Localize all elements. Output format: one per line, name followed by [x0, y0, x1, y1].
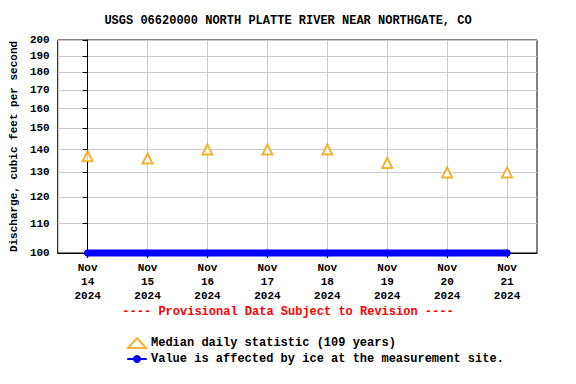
svg-text:140: 140: [30, 144, 50, 156]
svg-text:2024: 2024: [74, 290, 101, 302]
svg-text:2024: 2024: [254, 290, 281, 302]
svg-text:Value is affected by ice at th: Value is affected by ice at the measurem…: [151, 352, 504, 366]
svg-text:Nov: Nov: [78, 262, 98, 274]
svg-text:20: 20: [441, 276, 454, 288]
svg-text:120: 120: [30, 191, 50, 203]
svg-text:Median daily statistic (109 ye: Median daily statistic (109 years): [151, 336, 396, 350]
svg-text:Nov: Nov: [317, 262, 337, 274]
svg-text:21: 21: [500, 276, 514, 288]
svg-text:2024: 2024: [194, 290, 221, 302]
svg-text:USGS 06620000 NORTH PLATTE RIV: USGS 06620000 NORTH PLATTE RIVER NEAR NO…: [104, 14, 471, 28]
svg-text:Nov: Nov: [437, 262, 457, 274]
svg-text:200: 200: [30, 34, 50, 46]
svg-text:Nov: Nov: [198, 262, 218, 274]
svg-text:14: 14: [81, 276, 95, 288]
svg-text:16: 16: [201, 276, 214, 288]
svg-text:190: 190: [30, 50, 50, 62]
svg-text:2024: 2024: [434, 290, 461, 302]
svg-text:Discharge, cubic feet per seco: Discharge, cubic feet per second: [8, 41, 20, 252]
svg-text:150: 150: [30, 122, 50, 134]
svg-text:170: 170: [30, 84, 50, 96]
svg-text:2024: 2024: [494, 290, 521, 302]
svg-text:180: 180: [30, 66, 50, 78]
svg-text:2024: 2024: [314, 290, 341, 302]
svg-text:Nov: Nov: [377, 262, 397, 274]
svg-text:2024: 2024: [374, 290, 401, 302]
svg-text:160: 160: [30, 103, 50, 115]
svg-text:15: 15: [141, 276, 155, 288]
svg-text:18: 18: [321, 276, 335, 288]
svg-text:2024: 2024: [134, 290, 161, 302]
svg-text:19: 19: [381, 276, 394, 288]
svg-text:100: 100: [30, 247, 50, 259]
svg-text:Nov: Nov: [257, 262, 277, 274]
svg-text:Nov: Nov: [138, 262, 158, 274]
svg-text:17: 17: [261, 276, 274, 288]
svg-text:130: 130: [30, 166, 50, 178]
svg-text:Nov: Nov: [497, 262, 517, 274]
svg-text:---- Provisional Data Subject: ---- Provisional Data Subject to Revisio…: [122, 305, 453, 319]
svg-text:110: 110: [30, 218, 50, 230]
